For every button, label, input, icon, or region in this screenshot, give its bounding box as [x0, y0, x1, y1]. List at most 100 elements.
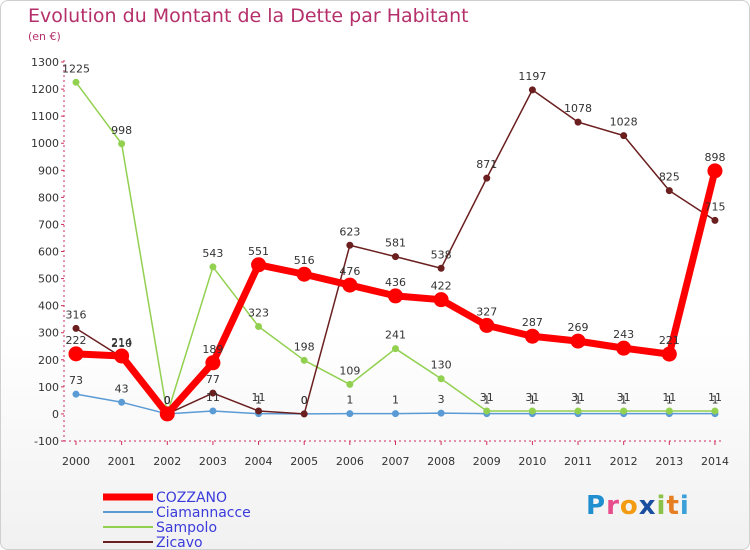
- y-tick-label: 1300: [31, 56, 59, 69]
- x-tick-label: 2007: [381, 455, 409, 468]
- y-tick-label: 1000: [31, 137, 59, 150]
- legend-label-zicavo: Zicavo: [156, 535, 203, 550]
- data-point-sampolo: [528, 407, 536, 415]
- legend-label-sampolo: Sampolo: [156, 520, 217, 536]
- data-point-sampolo: [437, 375, 445, 383]
- y-tick-label: 900: [38, 164, 59, 177]
- data-label-cozzano: 551: [248, 245, 269, 258]
- data-label-cozzano: 422: [431, 280, 452, 293]
- y-tick-label: 700: [38, 218, 59, 231]
- y-tick-label: 1200: [31, 83, 59, 96]
- data-point-ciamannacce: [391, 410, 399, 418]
- data-point-zicavo: [574, 118, 582, 126]
- data-point-cozzano: [342, 277, 358, 293]
- data-label-zicavo: 623: [339, 225, 360, 238]
- y-tick-label: -100: [34, 435, 59, 448]
- data-point-cozzano: [387, 288, 403, 304]
- data-point-zicavo: [391, 253, 399, 261]
- legend-label-cozzano: COZZANO: [156, 490, 227, 506]
- data-label-cozzano: 189: [202, 343, 223, 356]
- data-label-sampolo: 31: [617, 391, 631, 404]
- y-tick-label: 500: [38, 273, 59, 286]
- x-tick-label: 2001: [108, 455, 136, 468]
- data-point-cozzano: [68, 346, 84, 362]
- data-label-ciamannacce: 11: [206, 391, 220, 404]
- data-label-zicavo: 1078: [564, 102, 592, 115]
- x-tick-label: 2012: [610, 455, 638, 468]
- data-label-ciamannacce: 1: [575, 394, 582, 407]
- x-tick-label: 2002: [153, 455, 181, 468]
- data-label-cozzano: 221: [659, 334, 680, 347]
- data-label-cozzano: 516: [294, 254, 315, 267]
- data-point-cozzano: [251, 257, 267, 273]
- data-label-cozzano: 222: [66, 334, 87, 347]
- data-label-sampolo: 11: [662, 391, 676, 404]
- data-label-ciamannacce: 1: [346, 394, 353, 407]
- data-label-zicavo: 210: [111, 337, 132, 350]
- chart-title: Evolution du Montant de la Dette par Hab…: [28, 5, 469, 27]
- data-point-sampolo: [483, 407, 491, 415]
- unit-label: (en €): [28, 30, 61, 43]
- data-label-zicavo: 715: [704, 200, 725, 213]
- data-label-sampolo: 998: [111, 124, 132, 137]
- proxiti-logo: Proxiti: [586, 491, 690, 521]
- data-label-sampolo: 130: [431, 359, 452, 372]
- data-label-ciamannacce: 73: [69, 374, 83, 387]
- data-label-ciamannacce: 3: [438, 393, 445, 406]
- data-point-cozzano: [296, 266, 312, 282]
- y-tick-label: 200: [38, 354, 59, 367]
- data-label-zicavo: 11: [252, 391, 266, 404]
- data-point-sampolo: [209, 263, 217, 271]
- data-label-sampolo: 323: [248, 306, 269, 319]
- data-point-ciamannacce: [118, 398, 126, 406]
- data-point-zicavo: [209, 389, 217, 397]
- x-tick-label: 2000: [62, 455, 90, 468]
- data-label-ciamannacce: 0: [301, 394, 308, 407]
- data-label-cozzano: 476: [339, 265, 360, 278]
- data-label-zicavo: 871: [476, 158, 497, 171]
- data-label-zicavo: 1197: [518, 70, 546, 83]
- y-tick-label: 400: [38, 300, 59, 313]
- data-label-sampolo: 0: [164, 394, 171, 407]
- data-point-cozzano: [159, 406, 175, 422]
- data-point-sampolo: [255, 322, 263, 330]
- data-point-zicavo: [620, 132, 628, 140]
- data-label-cozzano: 269: [568, 321, 589, 334]
- data-point-ciamannacce: [346, 410, 354, 418]
- y-tick-label: 1100: [31, 110, 59, 123]
- data-point-sampolo: [72, 78, 80, 86]
- y-tick-label: 100: [38, 381, 59, 394]
- y-tick-label: 300: [38, 327, 59, 340]
- x-tick-label: 2003: [199, 455, 227, 468]
- data-label-sampolo: 109: [339, 364, 360, 377]
- x-tick-label: 2014: [701, 455, 729, 468]
- data-label-cozzano: 327: [476, 305, 497, 318]
- data-label-zicavo: 77: [206, 373, 220, 386]
- data-point-cozzano: [479, 317, 495, 333]
- data-label-zicavo: 0: [301, 394, 308, 407]
- data-label-cozzano: 898: [704, 151, 725, 164]
- data-label-sampolo: 31: [525, 391, 539, 404]
- data-label-zicavo: 538: [431, 248, 452, 261]
- x-tick-label: 2006: [336, 455, 364, 468]
- data-point-sampolo: [346, 380, 354, 388]
- data-point-zicavo: [346, 241, 354, 249]
- data-point-sampolo: [620, 407, 628, 415]
- data-point-cozzano: [570, 333, 586, 349]
- x-tick-label: 2008: [427, 455, 455, 468]
- data-point-cozzano: [707, 163, 723, 179]
- data-point-zicavo: [255, 407, 263, 415]
- data-point-cozzano: [661, 346, 677, 362]
- data-label-sampolo: 31: [571, 391, 585, 404]
- data-label-cozzano: 0: [164, 394, 171, 407]
- data-point-sampolo: [711, 407, 719, 415]
- data-label-sampolo: 543: [202, 247, 223, 260]
- data-point-sampolo: [300, 356, 308, 364]
- y-tick-label: 600: [38, 246, 59, 259]
- data-label-sampolo: 1225: [62, 62, 90, 75]
- data-label-sampolo: 31: [480, 391, 494, 404]
- data-label-ciamannacce: 1: [483, 394, 490, 407]
- data-point-zicavo: [528, 86, 536, 94]
